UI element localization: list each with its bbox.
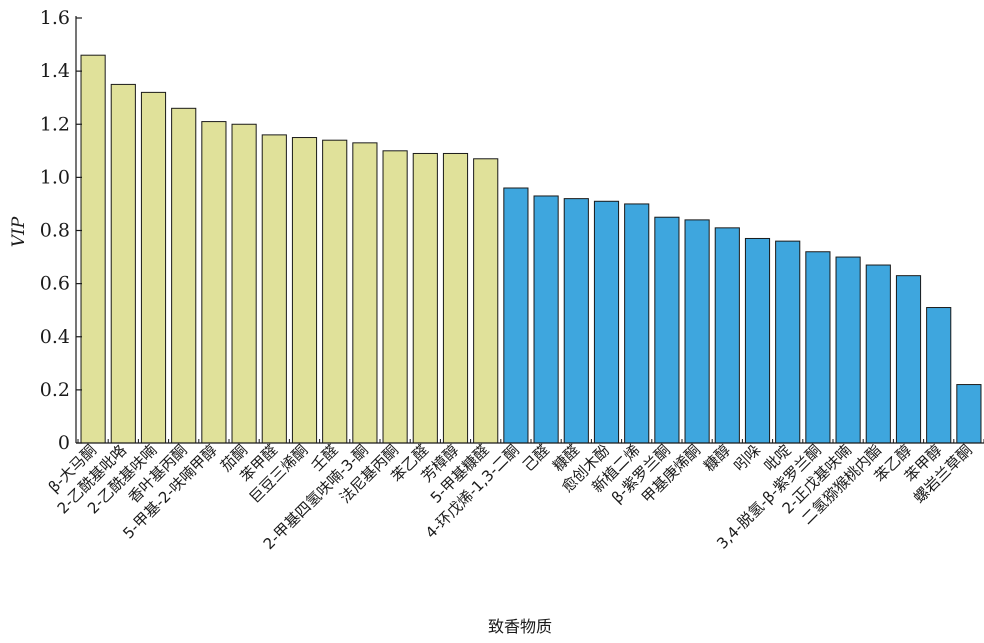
bar-28 <box>895 275 922 444</box>
bar-15 <box>503 187 529 444</box>
bar-2 <box>110 83 136 444</box>
bars-group <box>80 54 982 444</box>
bar-26 <box>835 256 861 444</box>
bar-12 <box>412 152 438 444</box>
bar-17 <box>563 198 589 444</box>
y-tick-label: 1.0 <box>40 166 70 188</box>
bar-30 <box>956 384 982 444</box>
bar-21 <box>684 219 710 444</box>
bar-7 <box>261 134 287 444</box>
bar-16 <box>533 195 559 444</box>
y-tick-label: 1.4 <box>40 60 70 82</box>
y-tick-label: 1.6 <box>40 7 70 29</box>
category-labels-group: β-大马酮2-乙酰基吡咯2-乙酰基呋喃香叶基丙酮5-甲基-2-呋喃甲醇茄酮苯甲醛… <box>45 441 976 553</box>
bar-11 <box>382 150 408 444</box>
bar-20 <box>654 216 680 444</box>
bar-9 <box>322 139 348 444</box>
y-tick-label: 0 <box>58 432 70 454</box>
bar-4 <box>171 107 197 444</box>
y-tick-label: 1.2 <box>40 113 70 135</box>
x-category-label: 吲哚 <box>730 441 764 475</box>
y-tick-label: 0.2 <box>40 379 70 401</box>
y-tick-label: 0.4 <box>40 326 70 348</box>
bar-24 <box>775 240 801 444</box>
x-category-label: 糠醇 <box>700 441 734 475</box>
bar-19 <box>624 203 650 444</box>
bar-13 <box>442 152 469 444</box>
bar-5 <box>201 121 227 444</box>
y-tick-label: 0.6 <box>40 273 70 295</box>
bar-27 <box>865 264 891 444</box>
bar-10 <box>352 142 378 444</box>
x-category-label: 己醛 <box>519 441 553 475</box>
y-axis-title: VIP <box>9 216 29 247</box>
bar-3 <box>140 91 167 444</box>
y-tick-label: 0.8 <box>40 220 70 242</box>
bar-8 <box>291 137 318 444</box>
x-axis-title: 致香物质 <box>488 617 552 636</box>
axes-group: 0 0.2 0.4 0.6 0.8 1.0 1.2 1.4 1.6 <box>40 7 984 454</box>
bar-29 <box>926 307 952 444</box>
bar-25 <box>805 251 831 444</box>
bar-1 <box>80 54 106 444</box>
bar-22 <box>714 227 740 444</box>
bar-14 <box>473 158 499 444</box>
bar-6 <box>231 123 257 444</box>
bar-23 <box>744 237 771 444</box>
bar-18 <box>593 200 620 444</box>
